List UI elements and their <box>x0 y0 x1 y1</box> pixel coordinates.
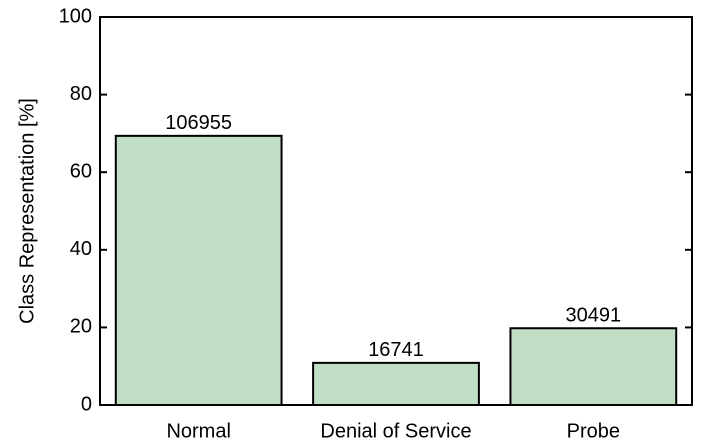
y-axis-label: Class Representation [%] <box>16 98 38 324</box>
bar <box>114 134 283 407</box>
y-tick-label: 0 <box>81 393 92 415</box>
x-tick-label: Normal <box>166 420 230 442</box>
bar <box>312 361 480 406</box>
plot-frame <box>99 16 693 406</box>
bar <box>509 327 678 406</box>
count-label: 16741 <box>368 339 424 361</box>
y-tick-label: 80 <box>70 83 92 105</box>
x-tick-label: Denial of Service <box>320 420 471 442</box>
x-tick-label: Probe <box>567 420 620 442</box>
y-tick-label: 60 <box>70 160 92 182</box>
y-tick-label: 40 <box>70 238 92 260</box>
y-tick-label: 20 <box>70 316 92 338</box>
count-label: 106955 <box>165 112 232 134</box>
y-tick-label: 100 <box>59 5 92 27</box>
count-label: 30491 <box>566 305 622 327</box>
